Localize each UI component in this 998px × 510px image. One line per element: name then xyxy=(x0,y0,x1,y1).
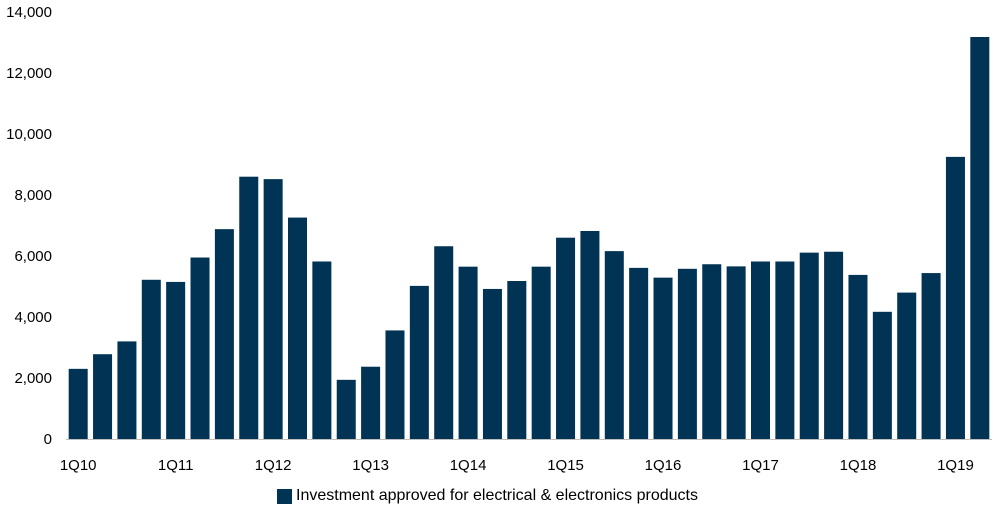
x-tick-label: 1Q11 xyxy=(158,457,194,474)
y-tick-label: 10,000 xyxy=(6,126,52,143)
bar-4Q12 xyxy=(336,379,356,439)
y-tick-label: 6,000 xyxy=(14,248,52,265)
x-tick-label: 1Q15 xyxy=(547,457,584,474)
bars xyxy=(68,37,990,440)
y-tick-label: 2,000 xyxy=(14,370,52,387)
bar-3Q11 xyxy=(214,229,234,439)
bar-1Q18 xyxy=(848,274,868,439)
bar-2Q14 xyxy=(482,288,502,439)
bar-1Q14 xyxy=(458,266,478,439)
bar-1Q11 xyxy=(166,281,186,439)
legend: Investment approved for electrical & ele… xyxy=(277,487,698,505)
x-tick-label: 1Q16 xyxy=(645,457,682,474)
bar-2Q17 xyxy=(775,261,795,439)
legend-label: Investment approved for electrical & ele… xyxy=(296,487,698,504)
bar-1Q12 xyxy=(263,179,283,439)
bar-2Q11 xyxy=(190,257,210,439)
x-tick-label: 1Q19 xyxy=(937,457,974,474)
bar-2Q15 xyxy=(580,230,600,439)
bar-1Q15 xyxy=(556,237,576,439)
bar-3Q15 xyxy=(604,251,624,439)
bar-4Q10 xyxy=(141,279,161,439)
bar-1Q16 xyxy=(653,277,673,439)
bar-3Q17 xyxy=(799,252,819,439)
bar-4Q11 xyxy=(239,176,259,439)
y-tick-label: 4,000 xyxy=(14,309,52,326)
y-tick-label: 14,000 xyxy=(6,4,52,21)
bar-4Q15 xyxy=(629,267,649,439)
bar-4Q13 xyxy=(434,246,454,439)
y-tick-label: 8,000 xyxy=(14,187,52,204)
bar-1Q19 xyxy=(945,156,965,440)
bar-3Q13 xyxy=(409,285,429,439)
x-tick-label: 1Q14 xyxy=(450,457,487,474)
x-axis: 1Q10 1Q11 1Q12 1Q13 1Q14 1Q15 1Q16 1Q17 1Q18 1Q19 xyxy=(60,457,974,474)
bar-3Q18 xyxy=(897,292,917,439)
bar-1Q17 xyxy=(751,261,771,439)
bar-4Q18 xyxy=(921,273,941,439)
x-tick-label: 1Q17 xyxy=(742,457,779,474)
y-axis: 0 2,000 4,000 6,000 8,000 10,000 12,000 14,000 xyxy=(6,4,52,448)
x-tick-label: 1Q13 xyxy=(352,457,389,474)
x-tick-label: 1Q18 xyxy=(840,457,877,474)
bar-2Q18 xyxy=(872,311,892,439)
x-tick-label: 1Q10 xyxy=(60,457,97,474)
legend-swatch xyxy=(277,488,292,504)
bar-3Q16 xyxy=(702,264,722,439)
bar-3Q10 xyxy=(117,341,137,439)
bar-3Q14 xyxy=(507,281,527,439)
x-tick-label: 1Q12 xyxy=(255,457,292,474)
bar-2Q10 xyxy=(93,354,113,439)
bar-4Q14 xyxy=(531,266,551,439)
y-tick-label: 12,000 xyxy=(6,65,52,82)
bar-3Q12 xyxy=(312,261,332,439)
bar-2Q12 xyxy=(288,217,308,439)
bar-1Q13 xyxy=(361,366,381,439)
bar-2Q19 xyxy=(970,37,990,439)
bar-4Q17 xyxy=(824,251,844,439)
bar-2Q13 xyxy=(385,330,405,439)
y-tick-label: 0 xyxy=(44,431,52,448)
bar-1Q10 xyxy=(68,368,88,439)
bar-2Q16 xyxy=(677,268,697,439)
bar-4Q16 xyxy=(726,266,746,439)
